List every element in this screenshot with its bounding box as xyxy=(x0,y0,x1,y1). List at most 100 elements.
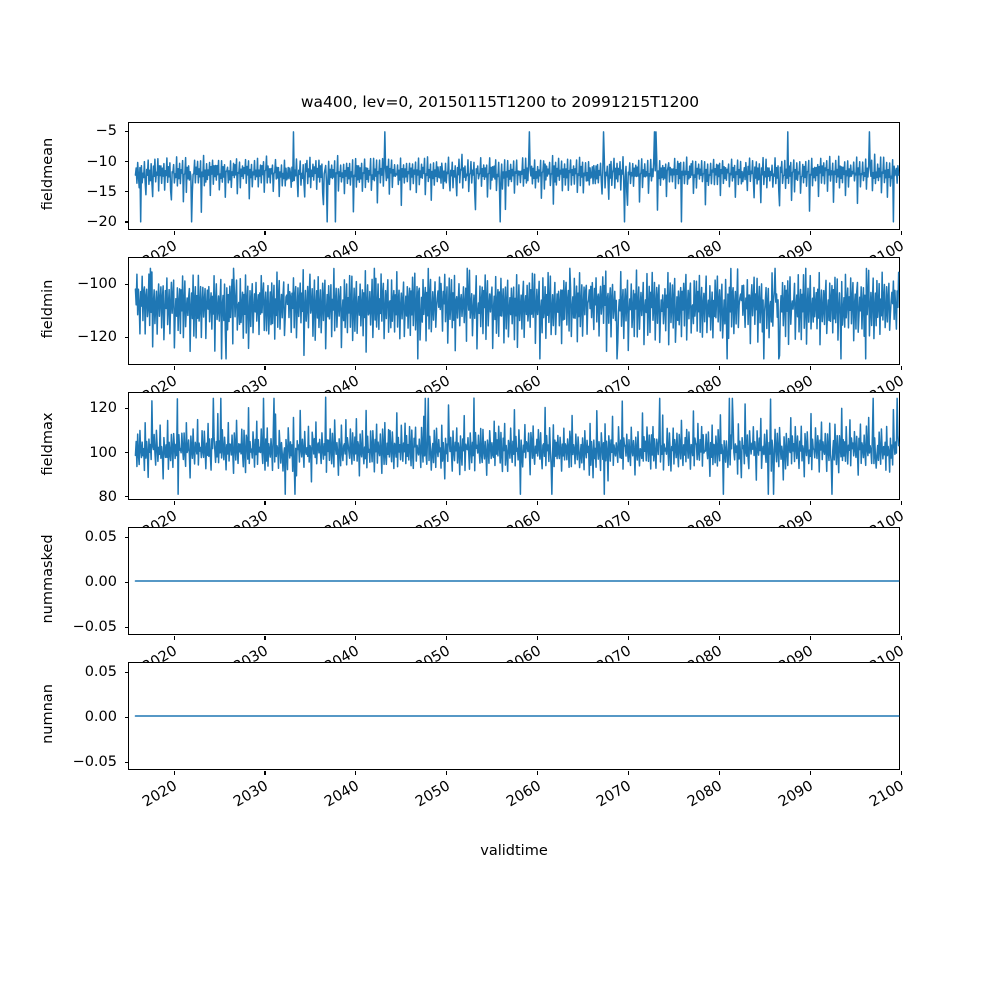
y-tick-label: −100 xyxy=(77,276,117,293)
y-tick-label: 0.00 xyxy=(84,574,117,590)
x-tick-mark xyxy=(627,771,629,775)
subplot-nummasked: 0.05 0.00 −0.05 2020 2030 2040 2050 2060 2070 208… xyxy=(73,527,907,675)
x-tick-mark xyxy=(173,366,175,370)
x-tick-mark xyxy=(900,771,902,775)
x-tick-mark xyxy=(537,771,539,775)
x-tick-mark xyxy=(900,366,902,370)
x-tick-mark xyxy=(355,501,357,505)
x-tick-mark xyxy=(809,366,811,370)
x-tick-mark xyxy=(900,231,902,235)
subplot-fieldmax: 120 100 80 2020 2030 2040 2050 2060 2070 2080 2090… xyxy=(89,392,907,540)
y-tick-label: 0.05 xyxy=(84,664,117,680)
x-tick-mark xyxy=(809,636,811,640)
x-tick-mark xyxy=(627,366,629,370)
y-axis-label-fieldmax: fieldmax xyxy=(40,412,56,476)
plot-area-fieldmin xyxy=(129,258,899,364)
y-tick-label: −5 xyxy=(95,123,117,140)
x-tick-mark xyxy=(446,231,448,235)
x-tick-mark xyxy=(264,771,266,775)
data-line-fieldmean xyxy=(135,132,898,222)
y-axis-label-numnan: numnan xyxy=(40,684,56,744)
x-tick-label: 2050 xyxy=(412,778,453,811)
y-tick-mark xyxy=(125,283,129,285)
y-tick-label: −20 xyxy=(86,213,117,230)
data-line-fieldmin xyxy=(135,268,898,358)
x-tick-mark xyxy=(264,501,266,505)
x-tick-label: 2070 xyxy=(594,778,635,811)
x-tick-mark xyxy=(718,771,720,775)
y-tick-mark xyxy=(125,761,129,763)
x-tick-mark xyxy=(355,636,357,640)
x-tick-mark xyxy=(537,231,539,235)
x-tick-mark xyxy=(718,636,720,640)
x-tick-mark xyxy=(264,636,266,640)
x-tick-mark xyxy=(446,771,448,775)
x-tick-label: 2020 xyxy=(140,778,181,811)
y-tick-mark xyxy=(125,626,129,628)
y-axis-label-nummasked: nummasked xyxy=(40,534,56,624)
x-tick-mark xyxy=(173,231,175,235)
x-tick-mark xyxy=(537,366,539,370)
y-tick-label: 120 xyxy=(89,400,117,417)
x-tick-mark xyxy=(446,366,448,370)
y-tick-label: −0.05 xyxy=(72,754,117,770)
plot-area-nummasked xyxy=(129,528,899,634)
x-axis-label: validtime xyxy=(480,843,548,859)
x-tick-mark xyxy=(627,501,629,505)
y-tick-label: 0.05 xyxy=(84,529,117,545)
y-tick-label: 0.00 xyxy=(84,709,117,725)
x-tick-mark xyxy=(264,366,266,370)
y-tick-mark xyxy=(125,581,129,583)
y-tick-label: −120 xyxy=(77,329,117,346)
x-tick-mark xyxy=(537,501,539,505)
plot-area-numnan xyxy=(129,663,899,769)
y-tick-mark xyxy=(125,221,129,223)
plot-area-fieldmax xyxy=(129,393,899,499)
x-tick-mark xyxy=(627,231,629,235)
x-tick-mark xyxy=(718,231,720,235)
x-tick-mark xyxy=(355,771,357,775)
x-tick-mark xyxy=(446,636,448,640)
y-tick-mark xyxy=(125,536,129,538)
figure-title: wa400, lev=0, 20150115T1200 to 20991215T… xyxy=(300,93,700,111)
y-axis-label-fieldmin: fieldmin xyxy=(40,279,56,339)
x-tick-mark xyxy=(537,636,539,640)
x-tick-label: 2060 xyxy=(503,778,544,811)
y-tick-label: 100 xyxy=(89,444,117,461)
x-tick-mark xyxy=(264,231,266,235)
plot-area-fieldmean xyxy=(129,123,899,229)
x-tick-mark xyxy=(718,366,720,370)
x-tick-mark xyxy=(809,501,811,505)
x-tick-label: 2090 xyxy=(776,778,817,811)
y-tick-mark xyxy=(125,452,129,454)
y-tick-mark xyxy=(125,161,129,163)
x-tick-mark xyxy=(173,636,175,640)
x-tick-mark xyxy=(355,366,357,370)
y-tick-mark xyxy=(125,130,129,133)
y-tick-mark xyxy=(125,191,129,193)
x-tick-mark xyxy=(355,231,357,235)
x-tick-mark xyxy=(809,231,811,235)
x-tick-label: 2080 xyxy=(685,778,726,811)
y-tick-mark xyxy=(125,336,129,338)
x-tick-mark xyxy=(627,636,629,640)
subplot-fieldmin: −100 −120 2020 2030 2040 2050 2060 2070 2080 2090… xyxy=(77,257,907,405)
y-tick-mark xyxy=(125,496,129,498)
y-axis-label-fieldmean: fieldmean xyxy=(40,137,56,211)
y-tick-label: −10 xyxy=(86,153,117,170)
x-tick-label: 2030 xyxy=(230,778,271,811)
x-tick-mark xyxy=(173,771,175,775)
x-tick-mark xyxy=(809,771,811,775)
subplot-fieldmean: −5 −10 −15 −20 2020 2030 2040 2050 2060 2070 2080 2… xyxy=(86,122,907,270)
y-tick-mark xyxy=(125,407,129,410)
subplot-numnan: 0.05 0.00 −0.05 2020 2030 2040 2050 2060 2070 208… xyxy=(73,662,907,810)
x-tick-mark xyxy=(718,501,720,505)
data-line-fieldmax xyxy=(135,397,898,494)
x-tick-mark xyxy=(446,501,448,505)
x-tick-label: 2100 xyxy=(867,778,907,811)
x-tick-mark xyxy=(900,501,902,505)
x-tick-label: 2040 xyxy=(321,778,362,811)
y-tick-label: −15 xyxy=(86,183,117,200)
y-tick-mark xyxy=(125,671,129,673)
